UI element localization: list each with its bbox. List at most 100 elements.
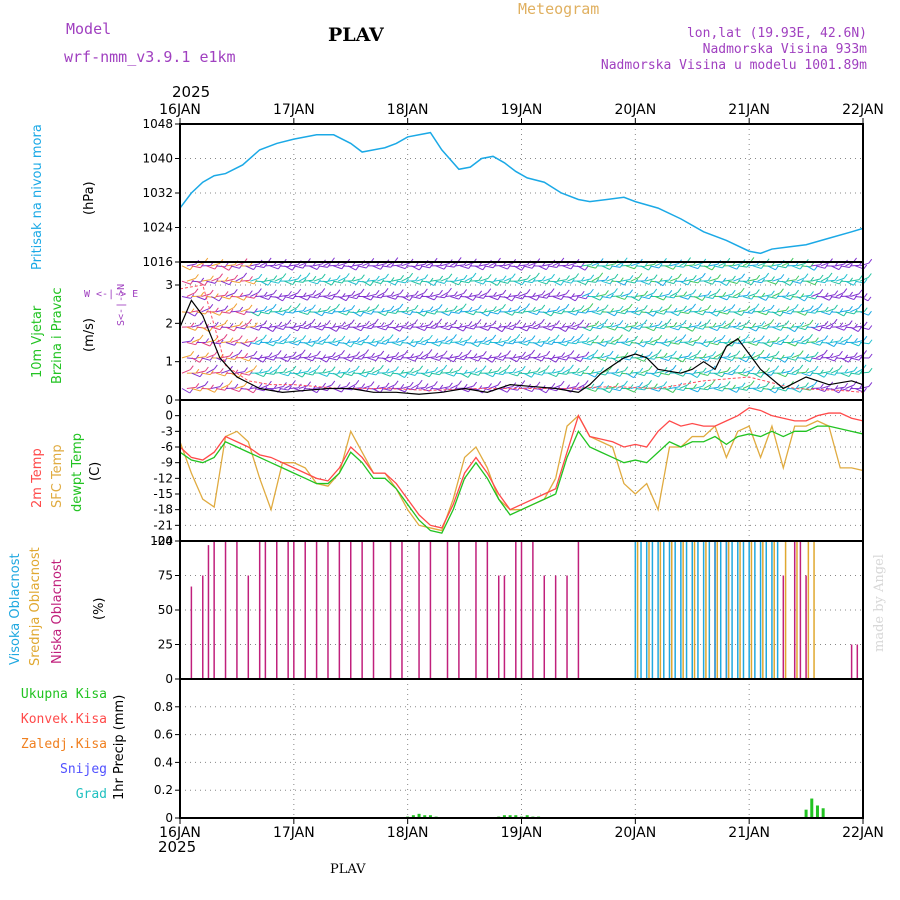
wind-barb [362, 326, 372, 330]
wind-barb [772, 311, 781, 317]
precip-bar [411, 815, 415, 818]
wind-barb [401, 262, 411, 267]
wind-barb [835, 277, 845, 282]
wind-barb-flag [419, 308, 424, 314]
wind-barb-flag [868, 339, 873, 345]
wind-barb [782, 326, 792, 329]
wind-barb-flag [614, 273, 619, 279]
wind-barb [352, 292, 362, 297]
wind-barb [738, 265, 748, 268]
wind-barb-flag [722, 277, 727, 283]
wind-barb [294, 310, 304, 313]
wind-barb [469, 357, 479, 362]
wind-barb [679, 280, 688, 286]
wind-barb-flag [678, 325, 682, 331]
wind-barb [318, 323, 328, 328]
wind-barb-flag [751, 351, 756, 357]
wind-barb [230, 339, 240, 343]
wind-barb [523, 388, 533, 393]
wind-barb-flag [561, 338, 566, 343]
wind-barb [660, 388, 670, 390]
wind-barb-flag [322, 368, 327, 374]
wind-barb [391, 293, 401, 297]
wind-barb [328, 307, 337, 313]
wind-barb [240, 372, 250, 376]
wind-barb-flag [522, 337, 527, 343]
wind-barb [523, 353, 532, 359]
wind-barb [635, 357, 645, 362]
wind-barb [791, 339, 801, 343]
wind-barb [596, 357, 606, 362]
wind-barb [547, 309, 557, 313]
wind-barb [181, 280, 191, 285]
wind-barb-flag [848, 357, 852, 363]
wind-barb [191, 338, 201, 343]
wind-barb-flag [815, 337, 819, 343]
wind-barb-flag [488, 383, 492, 388]
wind-barb [825, 279, 835, 282]
wind-barb [772, 292, 781, 297]
wind-barb-flag [521, 365, 526, 371]
wind-barb-flag [707, 385, 712, 391]
wind-barb [274, 296, 283, 302]
wind-barb-flag [390, 262, 395, 268]
wind-barb-flag [663, 324, 668, 329]
wind-barb-flag [600, 310, 604, 315]
wind-barb [684, 357, 694, 361]
wind-barb-flag [502, 289, 507, 295]
wind-barb [547, 265, 557, 269]
wind-barb [459, 324, 470, 328]
wind-barb [811, 372, 821, 375]
wind-barb-flag [648, 265, 652, 271]
wind-barb [425, 280, 435, 286]
wind-barb [469, 294, 479, 297]
wind-barb [708, 342, 718, 346]
wind-barb-flag [375, 384, 380, 390]
precip-bar [428, 815, 432, 818]
wind-barb-flag [511, 273, 516, 278]
wind-barb-flag [351, 262, 356, 267]
wind-barb [835, 263, 845, 267]
wind-barb-flag [394, 380, 399, 386]
wind-barb-flag [316, 365, 321, 370]
wind-barb-flag [288, 276, 292, 282]
wind-barb-flag [463, 369, 468, 375]
wind-barb [840, 280, 850, 283]
wind-barb [333, 265, 342, 270]
y-tick-label: 0.8 [154, 700, 173, 714]
wind-barb [786, 357, 796, 361]
wind-barb [313, 277, 323, 282]
wind-barb [518, 342, 528, 346]
wind-barb-flag [615, 368, 619, 374]
wind-barb-flag [190, 322, 195, 328]
wind-barb-flag [790, 338, 795, 343]
wind-barb [245, 388, 254, 394]
wind-barb [762, 388, 772, 391]
wind-barb-flag [541, 304, 546, 310]
wind-barb-flag [814, 308, 819, 314]
wind-barb-flag [526, 340, 531, 346]
wind-barb-flag [546, 322, 551, 327]
wind-barb-flag [771, 276, 775, 281]
wind-barb [572, 294, 582, 297]
wind-barb [796, 277, 806, 282]
wind-barb-flag [224, 291, 229, 296]
wind-barb [396, 325, 406, 328]
wind-barb [699, 388, 709, 391]
wind-barb [772, 277, 782, 282]
wind-barb [650, 280, 660, 283]
wind-barb-flag [219, 382, 224, 387]
wind-barb [528, 276, 537, 282]
wind-barb-flag [682, 319, 687, 325]
wind-barb [567, 262, 577, 267]
x-tick-label-bottom: 17JAN [273, 825, 315, 841]
wind-barb-flag [731, 289, 736, 295]
wind-barb-flag [385, 354, 390, 359]
wind-barb [333, 339, 343, 343]
wind-barb [377, 357, 387, 359]
wind-barb [352, 263, 362, 267]
wind-barb-flag [248, 290, 253, 295]
wind-barb-flag [643, 305, 648, 310]
wind-barb [225, 357, 235, 361]
